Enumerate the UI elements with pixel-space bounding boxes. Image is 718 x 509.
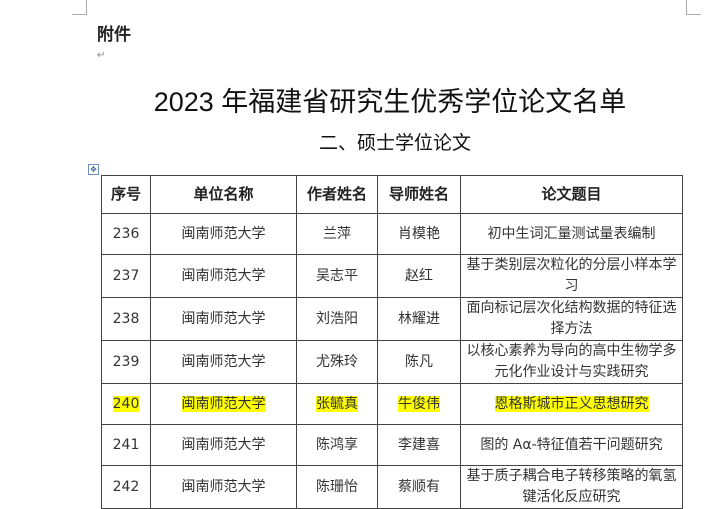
cell-text: 图的 Aα-特征值若干问题研究 xyxy=(480,436,663,453)
cell-unit: 闽南师范大学 xyxy=(150,297,297,341)
cell-no: 238 xyxy=(101,297,151,341)
cell-text: 闽南师范大学 xyxy=(181,225,266,242)
cell-author: 刘浩阳 xyxy=(296,297,378,341)
cell-text: 236 xyxy=(112,225,140,242)
cell-unit: 闽南师范大学 xyxy=(150,213,297,255)
cell-no: 240 xyxy=(101,383,151,425)
cell-text: 初中生词汇量测试量表编制 xyxy=(487,225,656,242)
cell-text: 尤殊玲 xyxy=(316,353,358,370)
cell-advisor: 蔡顺有 xyxy=(377,465,461,509)
cell-text: 肖模艳 xyxy=(398,225,440,242)
cell-text: 闽南师范大学 xyxy=(181,310,266,327)
cell-text: 241 xyxy=(112,436,140,453)
cell-text: 面向标记层次化结构数据的特征选择方法 xyxy=(466,300,677,337)
cell-text: 242 xyxy=(112,478,140,495)
cell-title: 以核心素养为导向的高中生物学多元化作业设计与实践研究 xyxy=(460,340,683,384)
header-advisor: 导师姓名 xyxy=(377,175,461,214)
cell-text: 闽南师范大学 xyxy=(181,267,266,284)
section-subtitle: 二、硕士学位论文 xyxy=(318,132,471,154)
table-row: 238 闽南师范大学 刘浩阳 林耀进 面向标记层次化结构数据的特征选择方法 xyxy=(101,297,683,341)
cell-title: 基于类别层次粒化的分层小样本学习 xyxy=(460,254,683,298)
cell-text: 基于类别层次粒化的分层小样本学习 xyxy=(466,257,677,294)
cell-text: 以核心素养为导向的高中生物学多元化作业设计与实践研究 xyxy=(466,343,677,380)
cell-unit: 闽南师范大学 xyxy=(150,383,297,425)
cell-text: 恩格斯城市正义思想研究 xyxy=(494,395,649,412)
cell-advisor: 林耀进 xyxy=(377,297,461,341)
cell-no: 242 xyxy=(101,465,151,509)
thesis-table: 序号 单位名称 作者姓名 导师姓名 论文题目 236 闽南师范大学 兰萍 肖模艳 初中生… xyxy=(101,175,683,509)
cell-author: 尤殊玲 xyxy=(296,340,378,384)
cell-text: 239 xyxy=(112,353,140,370)
cell-unit: 闽南师范大学 xyxy=(150,254,297,298)
table-row: 237 闽南师范大学 吴志平 赵红 基于类别层次粒化的分层小样本学习 xyxy=(101,254,683,298)
cell-title: 基于质子耦合电子转移策略的氧氢键活化反应研究 xyxy=(460,465,683,509)
cell-title: 初中生词汇量测试量表编制 xyxy=(460,213,683,255)
cell-text: 吴志平 xyxy=(316,267,358,284)
cell-author: 吴志平 xyxy=(296,254,378,298)
cell-text: 陈鸿享 xyxy=(316,436,358,453)
table-row: 236 闽南师范大学 兰萍 肖模艳 初中生词汇量测试量表编制 xyxy=(101,213,683,255)
cell-text: 兰萍 xyxy=(323,225,351,242)
cell-no: 239 xyxy=(101,340,151,384)
cell-text: 闽南师范大学 xyxy=(181,478,266,495)
cell-author: 陈鸿享 xyxy=(296,424,378,466)
cell-text: 238 xyxy=(112,310,140,327)
cell-title: 图的 Aα-特征值若干问题研究 xyxy=(460,424,683,466)
cell-text: 张毓真 xyxy=(316,395,358,412)
table-move-handle[interactable]: ✥ xyxy=(88,164,99,175)
cell-text: 赵红 xyxy=(405,267,433,284)
cell-text: 闽南师范大学 xyxy=(181,353,266,370)
cell-unit: 闽南师范大学 xyxy=(150,424,297,466)
paragraph-mark: ↵ xyxy=(97,50,106,61)
cell-no: 241 xyxy=(101,424,151,466)
cell-author: 张毓真 xyxy=(296,383,378,425)
table-row: 240 闽南师范大学 张毓真 牛俊伟 恩格斯城市正义思想研究 xyxy=(101,383,683,425)
header-unit: 单位名称 xyxy=(150,175,297,214)
cell-text: 刘浩阳 xyxy=(316,310,358,327)
cell-advisor: 牛俊伟 xyxy=(377,383,461,425)
cell-no: 237 xyxy=(101,254,151,298)
cell-text: 林耀进 xyxy=(398,310,440,327)
cell-text: 蔡顺有 xyxy=(398,478,440,495)
cell-unit: 闽南师范大学 xyxy=(150,340,297,384)
cell-text: 陈珊怡 xyxy=(316,478,358,495)
cell-author: 兰萍 xyxy=(296,213,378,255)
cell-text: 237 xyxy=(112,267,140,284)
table-row: 239 闽南师范大学 尤殊玲 陈凡 以核心素养为导向的高中生物学多元化作业设计与实践研究 xyxy=(101,340,683,384)
attachment-label: 附件 xyxy=(97,25,131,45)
cell-advisor: 陈凡 xyxy=(377,340,461,384)
cell-advisor: 赵红 xyxy=(377,254,461,298)
cell-text: 李建喜 xyxy=(398,436,440,453)
cell-title: 恩格斯城市正义思想研究 xyxy=(460,383,683,425)
cell-text: 牛俊伟 xyxy=(398,395,440,412)
table-header-row: 序号 单位名称 作者姓名 导师姓名 论文题目 xyxy=(101,175,683,214)
cell-text: 闽南师范大学 xyxy=(181,395,266,412)
crop-mark xyxy=(72,0,87,15)
table-row: 242 闽南师范大学 陈珊怡 蔡顺有 基于质子耦合电子转移策略的氧氢键活化反应研究 xyxy=(101,465,683,509)
page-title: 2023 年福建省研究生优秀学位论文名单 xyxy=(153,87,627,117)
cell-text: 陈凡 xyxy=(405,353,433,370)
cell-text: 240 xyxy=(112,395,140,412)
cell-text: 基于质子耦合电子转移策略的氧氢键活化反应研究 xyxy=(466,468,677,505)
cell-advisor: 李建喜 xyxy=(377,424,461,466)
cell-unit: 闽南师范大学 xyxy=(150,465,297,509)
header-author: 作者姓名 xyxy=(296,175,378,214)
cell-title: 面向标记层次化结构数据的特征选择方法 xyxy=(460,297,683,341)
header-no: 序号 xyxy=(101,175,151,214)
crop-mark xyxy=(686,0,701,15)
cell-no: 236 xyxy=(101,213,151,255)
header-title: 论文题目 xyxy=(460,175,683,214)
cell-author: 陈珊怡 xyxy=(296,465,378,509)
cell-text: 闽南师范大学 xyxy=(181,436,266,453)
table-row: 241 闽南师范大学 陈鸿享 李建喜 图的 Aα-特征值若干问题研究 xyxy=(101,424,683,466)
cell-advisor: 肖模艳 xyxy=(377,213,461,255)
